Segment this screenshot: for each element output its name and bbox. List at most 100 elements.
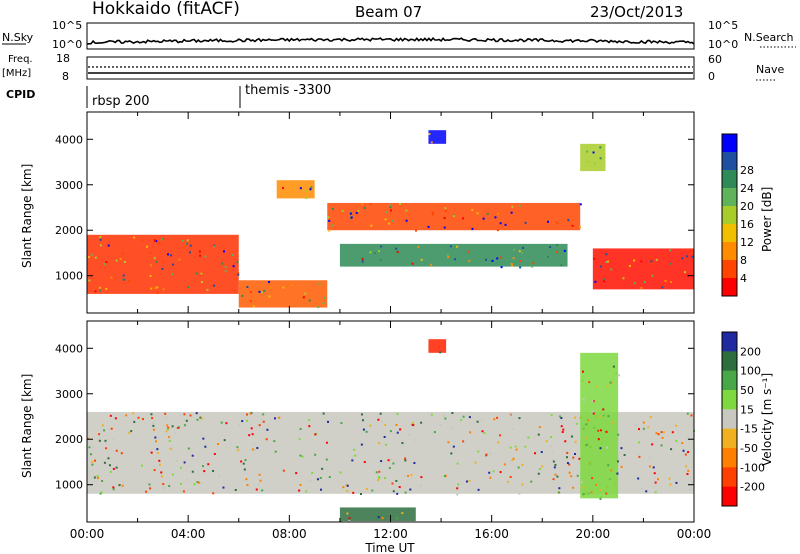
colorbar-segment xyxy=(722,370,737,391)
heatmap-cell xyxy=(581,370,584,373)
heatmap-cell xyxy=(189,414,192,417)
heatmap-cell xyxy=(537,472,540,475)
colorbar-tick-label: 16 xyxy=(740,218,754,231)
heatmap-cell xyxy=(133,420,136,423)
heatmap-cell xyxy=(574,416,577,419)
heatmap-cell xyxy=(404,491,407,494)
heatmap-cell xyxy=(399,428,402,431)
nsky-trace xyxy=(86,37,695,45)
heatmap-cell xyxy=(657,478,660,481)
velocity-colorbar: 200 100 50 15 -15 -50 -100 -200 xyxy=(721,331,765,507)
heatmap-cell xyxy=(657,433,660,436)
heatmap-cell xyxy=(199,254,202,257)
colorbar-tick-label: 20 xyxy=(740,200,754,213)
heatmap-cell xyxy=(202,437,205,440)
heatmap-cell xyxy=(191,454,194,457)
colorbar-tick-label: 200 xyxy=(740,345,761,358)
heatmap-cell xyxy=(112,486,115,489)
heatmap-cell xyxy=(547,255,550,258)
heatmap-cell xyxy=(637,441,640,444)
heatmap-cell xyxy=(165,430,168,433)
heatmap-cell xyxy=(282,469,285,472)
heatmap-cell xyxy=(591,400,594,403)
heatmap-cell xyxy=(145,490,148,493)
heatmap-cell xyxy=(668,477,671,480)
heatmap-cell xyxy=(391,219,394,222)
heatmap-cell xyxy=(121,484,124,487)
heatmap-cell xyxy=(518,492,521,495)
heatmap-feature-1 xyxy=(238,280,328,309)
heatmap-cell xyxy=(153,469,156,472)
colorbar-segment xyxy=(722,242,737,261)
heatmap-cell xyxy=(245,478,248,481)
heatmap-cell xyxy=(430,141,433,144)
heatmap-cell xyxy=(545,440,548,443)
heatmap-cell xyxy=(461,217,464,220)
freq-tick-top: 18 xyxy=(56,52,70,65)
heatmap-cell xyxy=(465,480,468,483)
heatmap-cell xyxy=(661,436,664,439)
heatmap-cell xyxy=(469,431,472,434)
heatmap-cell xyxy=(141,239,144,242)
heatmap-cell xyxy=(476,212,479,215)
colorbar-frame xyxy=(721,331,738,507)
heatmap-cell xyxy=(685,255,688,258)
heatmap-cell xyxy=(196,418,199,421)
heatmap-cell xyxy=(217,443,220,446)
heatmap-cell xyxy=(200,272,203,275)
heatmap-cell xyxy=(494,216,497,219)
heatmap-cell xyxy=(342,486,345,489)
heatmap-cell xyxy=(308,299,311,302)
heatmap-cell xyxy=(496,257,499,260)
heatmap-cell xyxy=(331,207,334,210)
heatmap-cell xyxy=(483,432,486,435)
heatmap-cell xyxy=(428,132,431,135)
heatmap-cell xyxy=(152,422,155,425)
heatmap-cell xyxy=(606,446,609,449)
heatmap-block xyxy=(580,143,606,172)
heatmap-cell xyxy=(471,227,474,230)
colorbar-segment xyxy=(722,152,737,171)
heatmap-cell xyxy=(509,446,512,449)
heatmap-cell xyxy=(346,512,349,515)
heatmap-cell xyxy=(489,452,492,455)
heatmap-cell xyxy=(158,242,161,245)
heatmap-cell xyxy=(610,268,613,271)
heatmap-cell xyxy=(387,459,390,462)
heatmap-cell xyxy=(375,471,378,474)
heatmap-cell xyxy=(349,211,352,214)
heatmap-cell xyxy=(691,251,694,254)
heatmap-cell xyxy=(377,475,380,478)
heatmap-cell xyxy=(225,422,228,425)
heatmap-cell xyxy=(431,211,434,214)
cpid-event-1: themis -3300 xyxy=(245,83,331,98)
heatmap-cell xyxy=(243,468,246,471)
heatmap-cell xyxy=(552,478,555,481)
heatmap-cell xyxy=(669,249,672,252)
heatmap-cell xyxy=(249,290,252,293)
heatmap-cell xyxy=(331,224,334,227)
heatmap-cell xyxy=(162,486,165,489)
heatmap-cell xyxy=(606,385,609,388)
heatmap-cell xyxy=(518,204,521,207)
heatmap-cell xyxy=(521,246,524,249)
heatmap-cell xyxy=(107,244,110,247)
heatmap-cell xyxy=(101,479,104,482)
heatmap-cell xyxy=(328,476,331,479)
heatmap-cell xyxy=(404,459,407,462)
heatmap-cell xyxy=(447,441,450,444)
heatmap-cell xyxy=(348,517,351,520)
heatmap-cell xyxy=(395,247,398,250)
heatmap-cell xyxy=(641,487,644,490)
heatmap-cell xyxy=(681,442,684,445)
heatmap-cell xyxy=(251,448,254,451)
heatmap-cell xyxy=(405,209,408,212)
heatmap-cell xyxy=(98,286,101,289)
heatmap-cell xyxy=(98,439,101,442)
heatmap-cell xyxy=(250,427,253,430)
heatmap-cell xyxy=(355,211,358,214)
heatmap-cell xyxy=(155,440,158,443)
heatmap-cell xyxy=(351,456,354,459)
heatmap-cell xyxy=(378,470,381,473)
heatmap-cell xyxy=(371,489,374,492)
